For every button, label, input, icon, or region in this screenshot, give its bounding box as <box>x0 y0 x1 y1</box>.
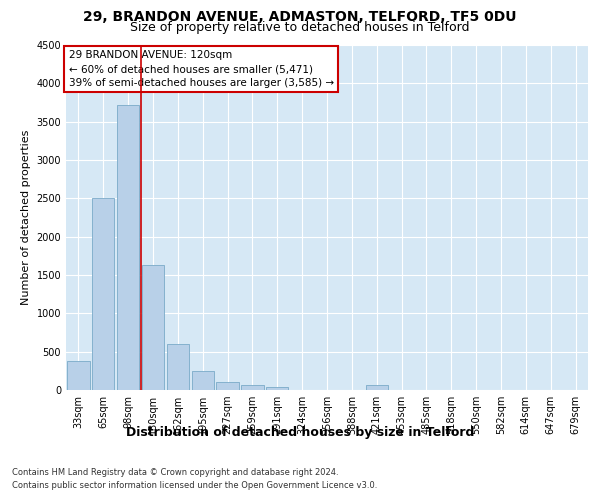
Text: 29, BRANDON AVENUE, ADMASTON, TELFORD, TF5 0DU: 29, BRANDON AVENUE, ADMASTON, TELFORD, T… <box>83 10 517 24</box>
Bar <box>365 386 388 390</box>
Bar <box>191 371 214 390</box>
Text: Size of property relative to detached houses in Telford: Size of property relative to detached ho… <box>130 21 470 34</box>
Bar <box>117 105 139 390</box>
Y-axis label: Number of detached properties: Number of detached properties <box>21 130 31 305</box>
Bar <box>142 265 164 390</box>
Text: Contains HM Land Registry data © Crown copyright and database right 2024.: Contains HM Land Registry data © Crown c… <box>12 468 338 477</box>
Text: 29 BRANDON AVENUE: 120sqm
← 60% of detached houses are smaller (5,471)
39% of se: 29 BRANDON AVENUE: 120sqm ← 60% of detac… <box>68 50 334 88</box>
Bar <box>241 386 263 390</box>
Bar <box>67 361 89 390</box>
Text: Contains public sector information licensed under the Open Government Licence v3: Contains public sector information licen… <box>12 480 377 490</box>
Bar <box>217 382 239 390</box>
Text: Distribution of detached houses by size in Telford: Distribution of detached houses by size … <box>126 426 474 439</box>
Bar <box>266 387 289 390</box>
Bar <box>167 344 189 390</box>
Bar <box>92 198 115 390</box>
